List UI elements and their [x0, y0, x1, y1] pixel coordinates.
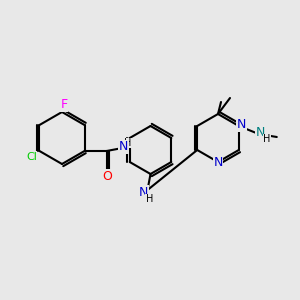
- Text: N: N: [213, 157, 223, 169]
- Text: N: N: [139, 185, 148, 199]
- Text: N: N: [237, 118, 247, 131]
- Text: Cl: Cl: [26, 152, 37, 162]
- Text: N: N: [256, 125, 266, 139]
- Text: N: N: [119, 140, 128, 154]
- Text: H: H: [124, 138, 131, 148]
- Text: O: O: [103, 169, 112, 182]
- Text: H: H: [263, 134, 271, 144]
- Text: F: F: [60, 98, 68, 112]
- Text: H: H: [146, 194, 153, 204]
